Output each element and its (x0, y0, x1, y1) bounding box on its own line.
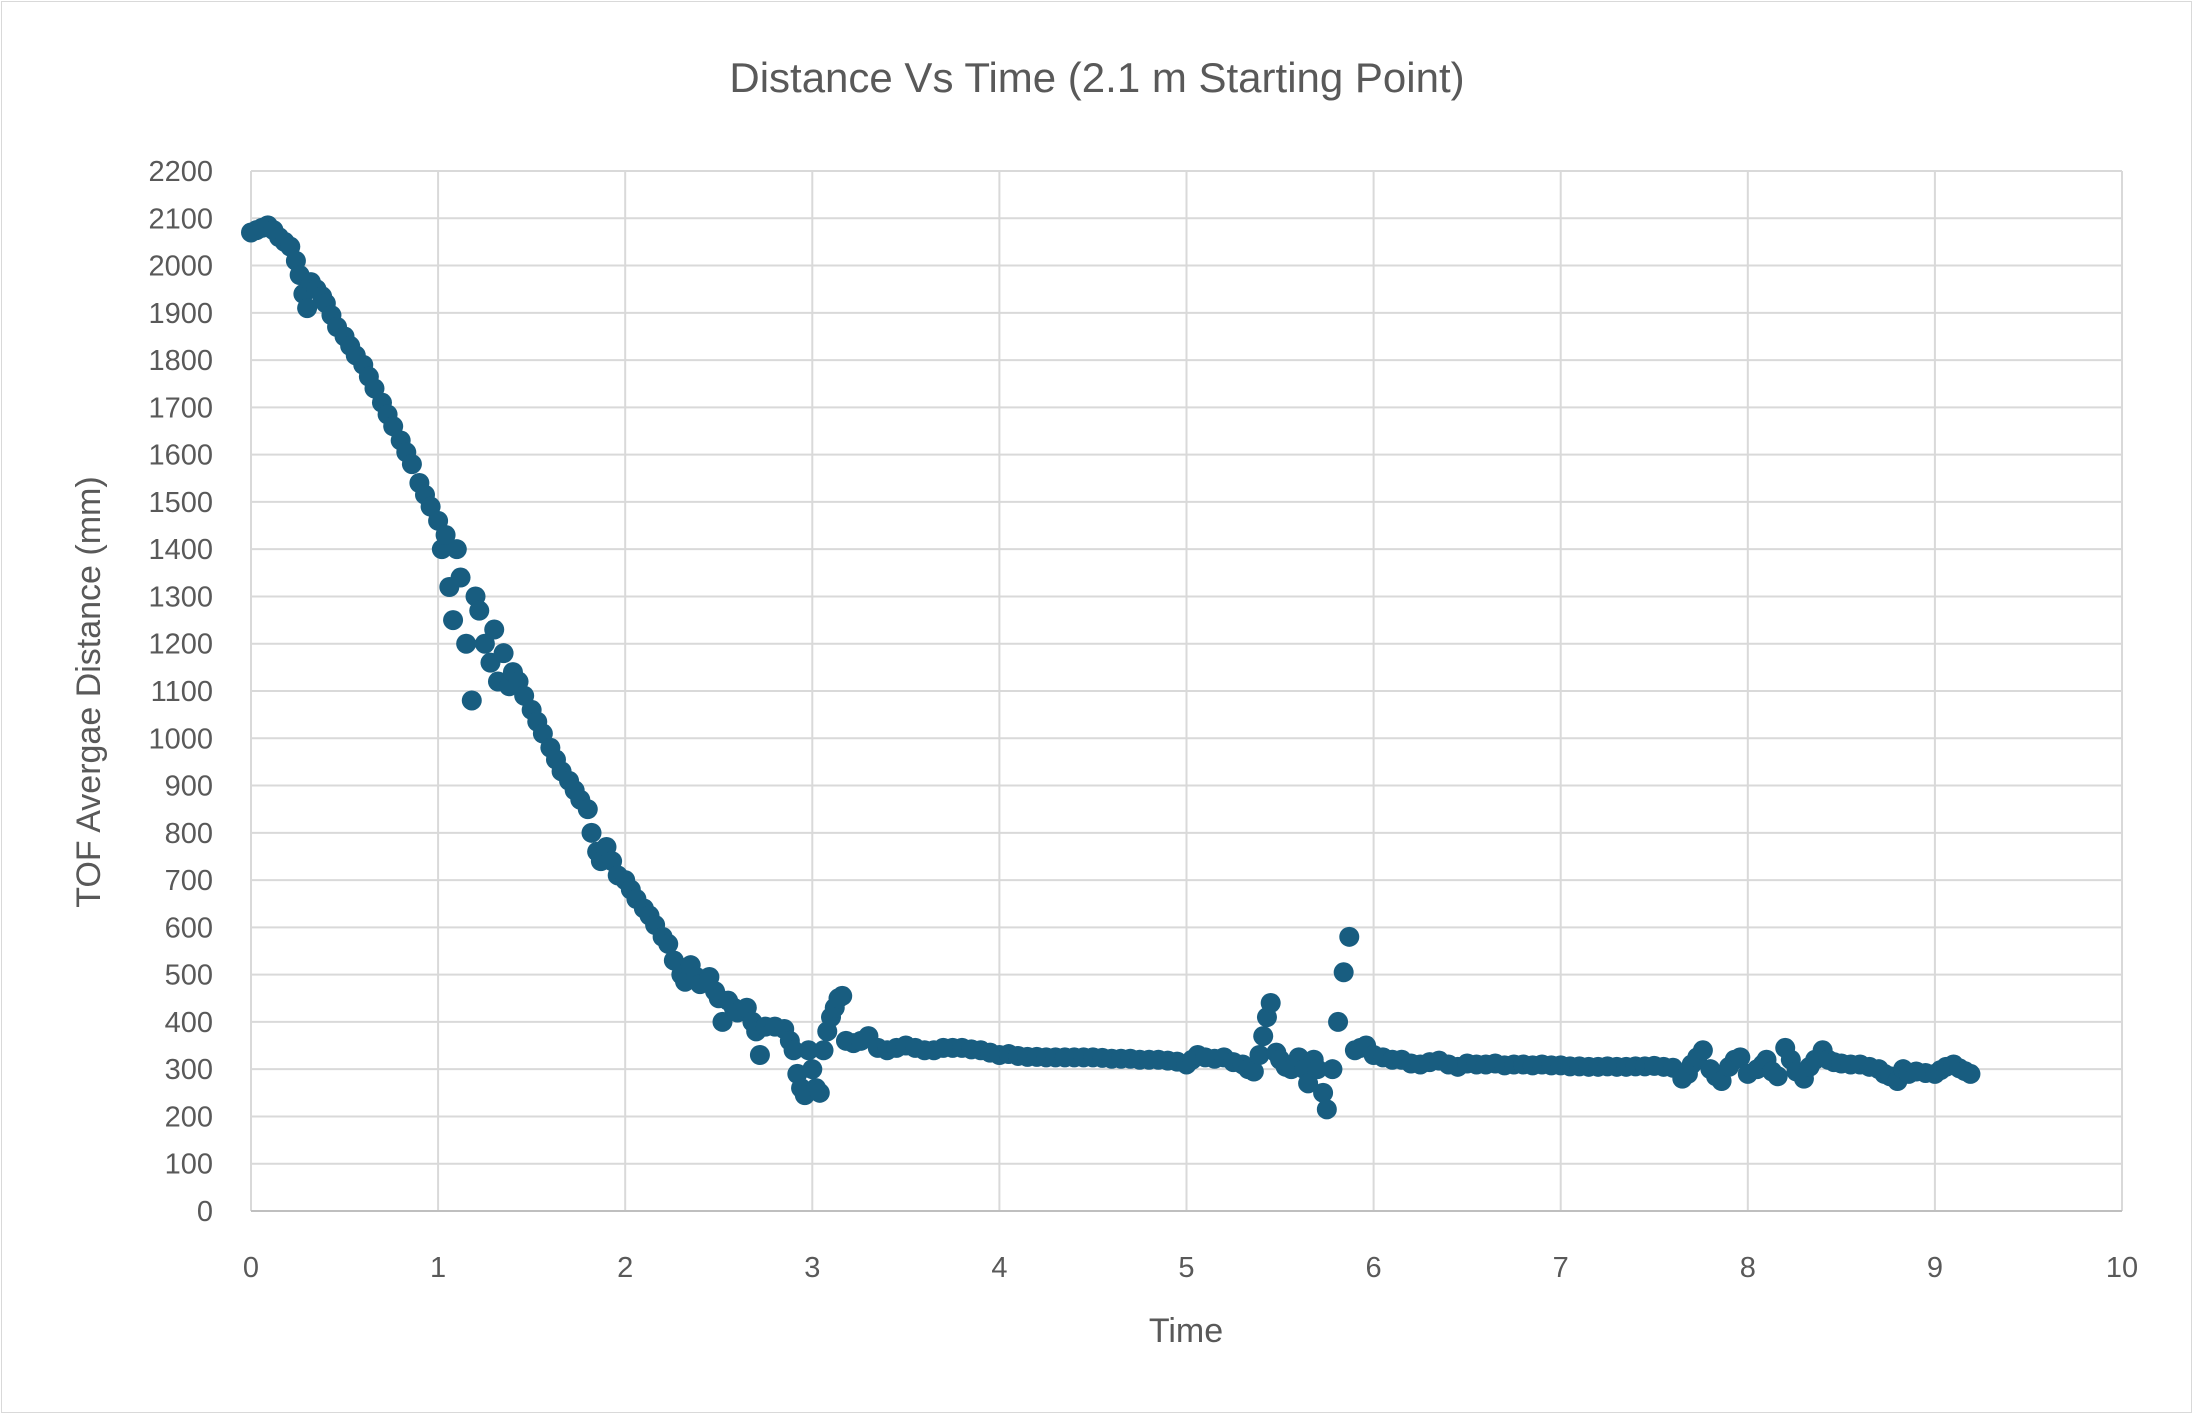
y-tick-label: 300 (165, 1054, 213, 1086)
data-point (1243, 1061, 1264, 1082)
data-point (1322, 1059, 1343, 1080)
y-tick-label: 0 (197, 1196, 213, 1228)
data-point (456, 633, 477, 654)
y-tick-label: 400 (165, 1007, 213, 1039)
x-tick-label: 10 (2106, 1252, 2138, 1284)
x-tick-label: 8 (1740, 1252, 1756, 1284)
data-point (1328, 1011, 1349, 1032)
data-point (809, 1082, 830, 1103)
x-tick-label: 2 (617, 1252, 633, 1284)
data-point (446, 539, 467, 560)
y-tick-label: 2000 (148, 251, 213, 283)
y-tick-label: 1200 (148, 629, 213, 661)
data-point (581, 822, 602, 843)
x-tick-label: 0 (243, 1252, 259, 1284)
data-point (461, 690, 482, 711)
data-point (1960, 1063, 1981, 1084)
data-point (1249, 1045, 1270, 1065)
data-point (783, 1040, 804, 1061)
data-point (450, 567, 471, 588)
data-point (1692, 1040, 1713, 1061)
data-point (297, 298, 318, 319)
data-point (474, 633, 495, 654)
data-point (712, 1011, 733, 1032)
data-point (1333, 962, 1354, 983)
y-tick-label: 1600 (148, 440, 213, 472)
y-tick-label: 1700 (148, 392, 213, 424)
data-point (469, 600, 490, 621)
data-point (1298, 1073, 1319, 1094)
x-axis-label: Time (1149, 1312, 1223, 1350)
data-point (401, 454, 422, 475)
y-tick-label: 1500 (148, 487, 213, 519)
y-tick-label: 900 (165, 771, 213, 803)
data-point (1316, 1099, 1337, 1120)
data-points (241, 215, 1981, 1120)
y-tick-label: 800 (165, 818, 213, 850)
data-point (1307, 1059, 1328, 1080)
data-point (749, 1045, 770, 1065)
y-tick-label: 1100 (151, 676, 213, 708)
data-point (1730, 1047, 1751, 1068)
y-tick-label: 1800 (148, 345, 213, 377)
y-tick-label: 100 (165, 1149, 213, 1181)
tick-labels: 0100200300400500600700800900100011001200… (148, 156, 2138, 1284)
y-tick-label: 200 (165, 1101, 213, 1133)
data-point (1253, 1026, 1274, 1047)
y-tick-label: 500 (165, 960, 213, 992)
data-point (802, 1059, 823, 1080)
y-tick-label: 1900 (148, 298, 213, 330)
data-point (435, 525, 456, 545)
y-tick-label: 1400 (148, 534, 213, 566)
y-tick-label: 600 (165, 912, 213, 944)
data-point (1767, 1066, 1788, 1087)
x-tick-label: 1 (430, 1252, 446, 1284)
data-point (1260, 993, 1281, 1013)
x-tick-label: 5 (1178, 1252, 1194, 1284)
data-point (1339, 926, 1360, 947)
data-point (484, 619, 505, 640)
y-tick-label: 1300 (148, 581, 213, 613)
y-tick-label: 700 (165, 865, 213, 897)
y-tick-label: 2200 (148, 156, 213, 188)
x-tick-label: 3 (804, 1252, 820, 1284)
y-axis-label: TOF Avergae Distance (mm) (70, 476, 108, 907)
x-tick-label: 9 (1927, 1252, 1943, 1284)
x-tick-label: 6 (1366, 1252, 1382, 1284)
x-tick-label: 4 (991, 1252, 1007, 1284)
chart-title: Distance Vs Time (2.1 m Starting Point) (729, 54, 1464, 101)
data-point (798, 1040, 819, 1061)
x-tick-label: 7 (1553, 1252, 1569, 1284)
data-point (832, 985, 853, 1006)
data-point (493, 643, 514, 664)
y-tick-label: 2100 (148, 203, 213, 235)
data-point (1313, 1082, 1334, 1103)
data-point (577, 799, 598, 820)
data-point (443, 610, 464, 631)
data-point (813, 1040, 834, 1061)
y-tick-label: 1000 (148, 723, 213, 755)
data-point (658, 933, 679, 954)
